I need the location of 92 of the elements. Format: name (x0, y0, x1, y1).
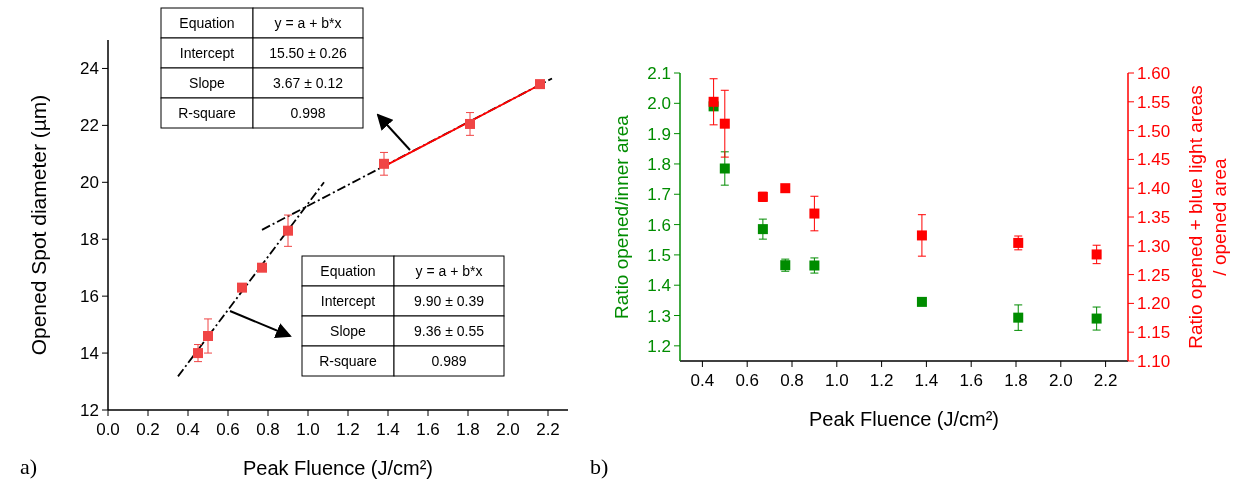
y2-tick-label: 1.60 (1137, 64, 1171, 83)
point (757, 224, 768, 235)
y-tick-label: 1.7 (647, 185, 671, 205)
y-axis-title: Opened Spot diameter (µm) (27, 94, 50, 356)
y2-tick-label: 1.50 (1137, 121, 1171, 141)
annotation: R-square (319, 353, 377, 369)
y-tick-label: 20 (80, 173, 99, 193)
x-tick-label: 1.4 (376, 420, 400, 439)
x-tick-label: 1.0 (824, 371, 849, 390)
y2-tick-label: 1.55 (1137, 92, 1171, 112)
annotation: 9.36 ± 0.55 (414, 323, 485, 339)
point (237, 282, 247, 293)
y-tick-label: 2.1 (647, 64, 671, 83)
y2-tick-label: 1.45 (1137, 150, 1171, 170)
text: Equation (179, 15, 235, 31)
x-tick-label: 2.0 (496, 420, 520, 439)
annotation: Slope (189, 75, 226, 91)
point (1013, 312, 1024, 323)
text: y = a + b*x (274, 15, 342, 31)
point (708, 96, 719, 107)
point (193, 348, 203, 359)
y2-tick-label: 1.25 (1137, 265, 1171, 285)
x-tick-label: 2.2 (536, 420, 560, 439)
text: b) (590, 454, 609, 479)
y2-tick-label: 1.30 (1137, 236, 1171, 256)
y-tick-label: 1.5 (647, 245, 671, 265)
y-tick-label: 18 (80, 230, 99, 250)
y2-tick-label: 1.40 (1137, 179, 1171, 199)
point (283, 225, 293, 236)
y2-tick-label: 1.10 (1137, 352, 1171, 371)
x-tick-label: 0.2 (136, 420, 160, 439)
point (719, 163, 730, 174)
x-axis-title: Peak Fluence (J/cm²) (242, 457, 434, 479)
y-axis-title: Ratio opened/inner area (611, 114, 632, 319)
x-tick-label: 1.6 (959, 371, 984, 390)
point (916, 230, 927, 241)
x-tick-label: 1.8 (456, 420, 480, 439)
annotation: 0.989 (431, 353, 467, 369)
point (719, 118, 730, 129)
y-tick-label: 1.6 (647, 215, 671, 235)
y-tick-label: 1.4 (647, 276, 671, 296)
point (257, 262, 267, 273)
text: a) (20, 454, 38, 479)
y2-tick-label: 1.15 (1137, 323, 1171, 343)
annotation: 15.50 ± 0.26 (269, 45, 348, 61)
y-tick-label: 24 (80, 59, 99, 79)
x-tick-label: 1.0 (296, 420, 320, 439)
x-tick-label: 0.0 (96, 420, 120, 439)
point (780, 183, 791, 194)
point (809, 208, 820, 219)
y2-tick-label: 1.20 (1137, 294, 1171, 314)
y-tick-label: 2.0 (647, 94, 671, 114)
annotation: 9.90 ± 0.39 (414, 293, 485, 309)
point (1091, 313, 1102, 324)
annotation: y = a + b*x (415, 263, 483, 279)
x-tick-label: 0.8 (256, 420, 280, 439)
annotation: R-square (178, 105, 236, 121)
x-tick-label: 0.6 (216, 420, 240, 439)
y-tick-label: 1.9 (647, 124, 671, 144)
point (379, 158, 389, 169)
x-tick-label: 1.4 (914, 371, 939, 390)
y2-tick-label: 1.35 (1137, 208, 1171, 227)
x-tick-label: 0.6 (735, 371, 760, 390)
annotation: Intercept (179, 45, 235, 61)
y-tick-label: 1.3 (647, 306, 671, 326)
x-tick-label: 2.2 (1093, 371, 1118, 390)
point (535, 79, 545, 90)
y-tick-label: 16 (80, 287, 99, 307)
y2-axis-title: Ratio opened + blue light areas / opened area (1185, 85, 1230, 349)
x-tick-label: 1.2 (869, 371, 894, 390)
x-axis-title: Peak Fluence (J/cm²) (808, 408, 1000, 430)
point (1091, 249, 1102, 260)
annotation: 0.998 (290, 105, 326, 121)
x-tick-label: 0.8 (780, 371, 804, 390)
x-tick-label: 1.6 (416, 420, 440, 439)
y-tick-label: 12 (80, 401, 99, 420)
annotation: Equation (320, 263, 376, 279)
x-tick-label: 1.2 (336, 420, 360, 439)
annotation: 3.67 ± 0.12 (273, 75, 344, 91)
point (465, 118, 475, 129)
y-tick-label: 1.2 (647, 336, 671, 356)
y-tick-label: 22 (80, 116, 99, 136)
point (916, 296, 927, 307)
x-tick-label: 2.0 (1048, 371, 1073, 390)
x-tick-label: 0.4 (690, 371, 715, 390)
y-tick-label: 1.8 (647, 154, 671, 174)
x-tick-label: 1.8 (1004, 371, 1028, 390)
point (203, 331, 213, 341)
annotation: Slope (330, 323, 367, 339)
annotation: Intercept (320, 293, 376, 309)
x-tick-label: 0.4 (176, 420, 200, 439)
y-tick-label: 14 (80, 344, 99, 364)
